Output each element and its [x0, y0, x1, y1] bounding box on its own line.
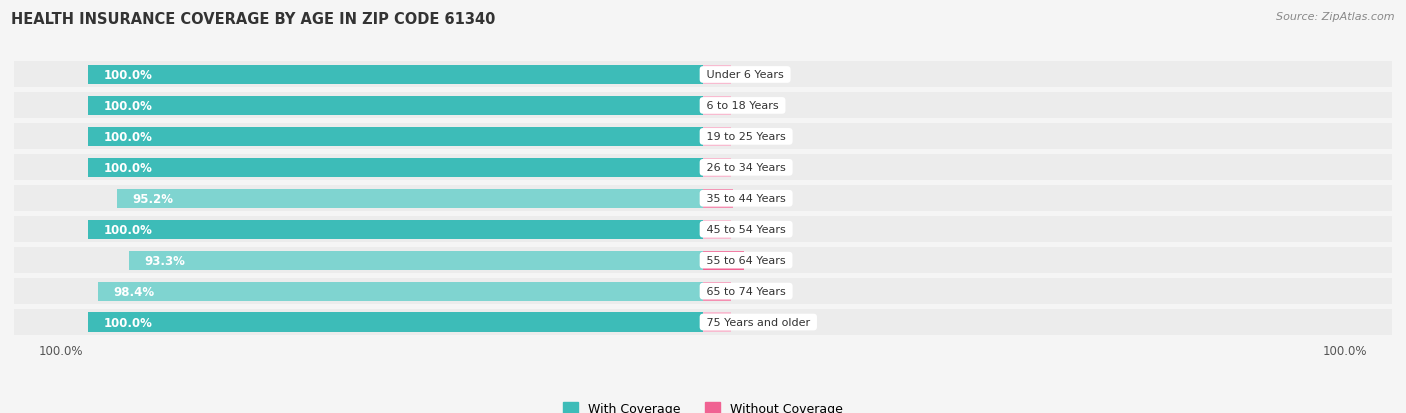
Bar: [87, 220, 703, 239]
Text: 55 to 64 Years: 55 to 64 Years: [703, 256, 789, 266]
Bar: [117, 189, 703, 208]
Bar: [87, 128, 703, 147]
Text: HEALTH INSURANCE COVERAGE BY AGE IN ZIP CODE 61340: HEALTH INSURANCE COVERAGE BY AGE IN ZIP …: [11, 12, 496, 27]
Text: 4.8%: 4.8%: [742, 192, 772, 205]
Text: 100.0%: 100.0%: [103, 100, 152, 113]
Text: 1.6%: 1.6%: [740, 285, 769, 298]
Text: 0.0%: 0.0%: [740, 131, 769, 144]
Text: 26 to 34 Years: 26 to 34 Years: [703, 163, 789, 173]
Bar: [14, 62, 1392, 88]
Bar: [703, 251, 744, 270]
Bar: [703, 158, 731, 178]
Bar: [129, 251, 703, 270]
Text: 93.3%: 93.3%: [145, 254, 186, 267]
Text: 100.0%: 100.0%: [38, 344, 83, 357]
Bar: [14, 124, 1392, 150]
Bar: [14, 155, 1392, 181]
Bar: [87, 66, 703, 85]
Text: 6.7%: 6.7%: [754, 254, 783, 267]
Text: 75 Years and older: 75 Years and older: [703, 317, 814, 327]
Bar: [703, 97, 731, 116]
Bar: [14, 93, 1392, 119]
Bar: [703, 189, 733, 208]
Bar: [87, 97, 703, 116]
Bar: [703, 282, 731, 301]
Bar: [87, 313, 703, 332]
Text: 98.4%: 98.4%: [112, 285, 155, 298]
Text: 6 to 18 Years: 6 to 18 Years: [703, 101, 782, 111]
Bar: [703, 220, 731, 239]
Text: Under 6 Years: Under 6 Years: [703, 70, 787, 80]
Bar: [703, 66, 731, 85]
Text: 19 to 25 Years: 19 to 25 Years: [703, 132, 789, 142]
Text: 65 to 74 Years: 65 to 74 Years: [703, 286, 789, 297]
Text: 95.2%: 95.2%: [132, 192, 174, 205]
Text: 100.0%: 100.0%: [103, 131, 152, 144]
Bar: [97, 282, 703, 301]
Bar: [14, 278, 1392, 304]
Text: 0.0%: 0.0%: [740, 223, 769, 236]
Bar: [87, 158, 703, 178]
Text: 100.0%: 100.0%: [103, 69, 152, 82]
Text: 100.0%: 100.0%: [1323, 344, 1367, 357]
Bar: [14, 186, 1392, 212]
Text: 45 to 54 Years: 45 to 54 Years: [703, 225, 789, 235]
Bar: [14, 309, 1392, 335]
Text: 0.0%: 0.0%: [740, 316, 769, 329]
Text: 0.0%: 0.0%: [740, 69, 769, 82]
Bar: [14, 247, 1392, 273]
Text: 100.0%: 100.0%: [103, 316, 152, 329]
Text: 100.0%: 100.0%: [103, 161, 152, 174]
Text: 100.0%: 100.0%: [103, 223, 152, 236]
Legend: With Coverage, Without Coverage: With Coverage, Without Coverage: [558, 397, 848, 413]
Text: 0.0%: 0.0%: [740, 161, 769, 174]
Bar: [14, 217, 1392, 242]
Bar: [703, 313, 731, 332]
Bar: [703, 128, 731, 147]
Text: 0.0%: 0.0%: [740, 100, 769, 113]
Text: Source: ZipAtlas.com: Source: ZipAtlas.com: [1277, 12, 1395, 22]
Text: 35 to 44 Years: 35 to 44 Years: [703, 194, 789, 204]
